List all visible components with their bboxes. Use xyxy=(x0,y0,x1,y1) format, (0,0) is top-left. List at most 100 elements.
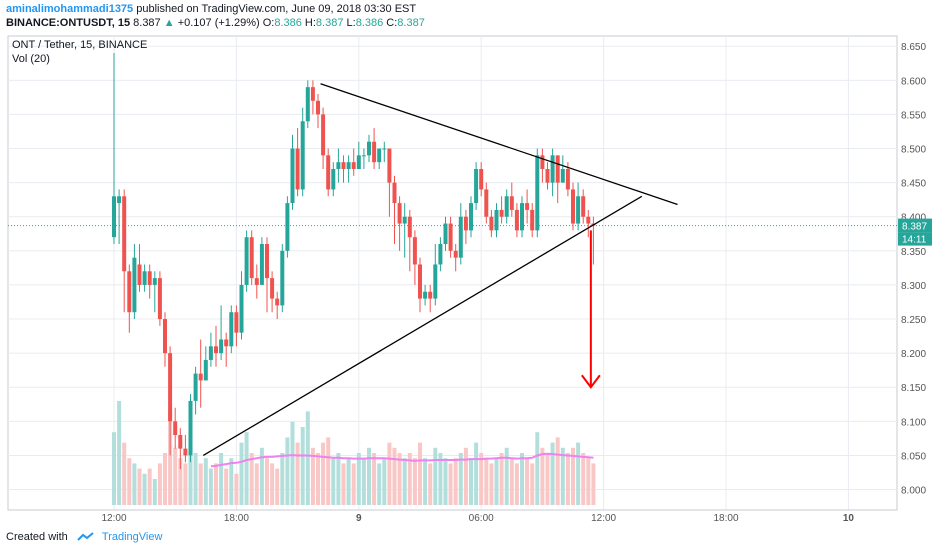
volume-bar xyxy=(367,447,371,505)
volume-bar xyxy=(168,411,173,505)
candle-body xyxy=(565,168,570,190)
published-text: published on TradingView.com, June 09, 2… xyxy=(136,3,417,15)
y-tick-label: 8.100 xyxy=(901,417,926,428)
candle-body xyxy=(117,196,122,204)
volume-bar xyxy=(560,447,565,505)
volume-bar xyxy=(249,453,254,505)
candle-body xyxy=(249,237,254,279)
candle-body xyxy=(438,244,443,265)
volume-bar xyxy=(586,458,591,505)
candle-body xyxy=(163,319,167,354)
candle-body xyxy=(489,216,494,231)
volume-bar xyxy=(259,447,264,505)
volume-bar xyxy=(361,458,366,505)
up-triangle-icon: ▲ xyxy=(163,17,175,29)
volume-bar xyxy=(438,453,443,505)
down-arrow-icon xyxy=(581,374,601,389)
volume-bar xyxy=(351,463,356,505)
symbol-line: BINANCE:ONTUSDT, 15 8.387 ▲ +0.107 (+1.2… xyxy=(6,17,425,29)
volume-bar xyxy=(591,463,596,505)
candle-body xyxy=(407,216,412,238)
volume-bar xyxy=(433,447,438,505)
candle-body xyxy=(346,162,351,169)
volume-bar xyxy=(122,442,127,505)
author-name[interactable]: aminalimohammadi1375 xyxy=(6,3,134,15)
close-value: 8.387 xyxy=(397,17,425,29)
candle-body xyxy=(152,278,157,285)
candle-body xyxy=(270,278,275,299)
volume-bar xyxy=(479,453,484,505)
volume-bar xyxy=(290,421,295,505)
candle-body xyxy=(581,196,586,217)
volume-bar xyxy=(372,453,377,505)
candle-body xyxy=(586,216,591,224)
volume-bar xyxy=(453,458,458,505)
volume-bar xyxy=(214,463,218,505)
candle-body xyxy=(514,209,519,231)
candle-body xyxy=(137,264,142,285)
y-tick-label: 8.350 xyxy=(901,247,926,258)
x-tick-label: 06:00 xyxy=(469,513,494,524)
volume-bar xyxy=(494,458,499,505)
volume-bar xyxy=(530,463,535,505)
trendline xyxy=(202,195,643,456)
volume-bar xyxy=(326,437,331,505)
low-value: 8.386 xyxy=(355,17,384,29)
tradingview-brand[interactable]: TradingView xyxy=(101,531,163,543)
y-tick-label: 8.500 xyxy=(901,145,926,156)
candle-body xyxy=(458,216,463,258)
volume-bar xyxy=(132,463,137,505)
volume-bar xyxy=(270,463,275,505)
indicator-label: Vol (20) xyxy=(12,53,50,65)
candle-body xyxy=(203,359,208,381)
candle-body xyxy=(418,264,422,299)
volume-bar xyxy=(224,468,229,505)
symbol-label: BINANCE:ONTUSDT, 15 xyxy=(6,17,131,29)
candle-body xyxy=(178,434,183,449)
candle-body xyxy=(377,148,382,163)
candle-body xyxy=(412,237,417,265)
volume-bar xyxy=(387,442,392,505)
volume-bar xyxy=(229,458,234,505)
candle-body xyxy=(305,87,310,122)
candle-body xyxy=(550,155,555,183)
volume-bar xyxy=(321,442,326,505)
candle-body xyxy=(372,141,377,163)
volume-bar xyxy=(469,458,473,505)
candle-body xyxy=(387,148,392,183)
volume-bar xyxy=(300,427,305,505)
x-tick-label: 9 xyxy=(356,513,362,524)
volume-bar xyxy=(392,447,397,505)
volume-bar xyxy=(310,447,315,505)
volume-bar xyxy=(474,442,479,505)
countdown-box xyxy=(898,232,932,246)
volume-bar xyxy=(535,432,540,505)
candle-body xyxy=(560,168,565,183)
candle-body xyxy=(351,162,356,169)
volume-bar xyxy=(571,447,575,505)
y-tick-label: 8.050 xyxy=(901,451,926,462)
candle-body xyxy=(453,250,458,258)
candle-body xyxy=(469,203,473,231)
candle-body xyxy=(397,203,402,224)
volume-bar xyxy=(183,463,188,505)
candle-body xyxy=(520,203,524,231)
candle-body xyxy=(402,216,407,224)
candle-body xyxy=(265,244,269,279)
axes: 8.650 8.600 8.550 8.500 8.450 8.400 8.350 8.300… xyxy=(8,39,932,524)
volume-bar xyxy=(525,458,530,505)
candle-body xyxy=(310,87,315,101)
candle-body xyxy=(198,373,203,381)
candle-body xyxy=(484,189,489,217)
volume-bar xyxy=(463,447,468,505)
volume-bar xyxy=(305,411,310,505)
x-tick-label: 18:00 xyxy=(224,513,249,524)
volume-bar xyxy=(341,463,346,505)
volume-bar xyxy=(152,479,157,505)
candle-body xyxy=(275,298,280,306)
volume-bar xyxy=(346,458,351,505)
volume-bar xyxy=(127,458,132,505)
candle-body xyxy=(122,196,127,272)
y-tick-label: 8.550 xyxy=(901,110,926,121)
